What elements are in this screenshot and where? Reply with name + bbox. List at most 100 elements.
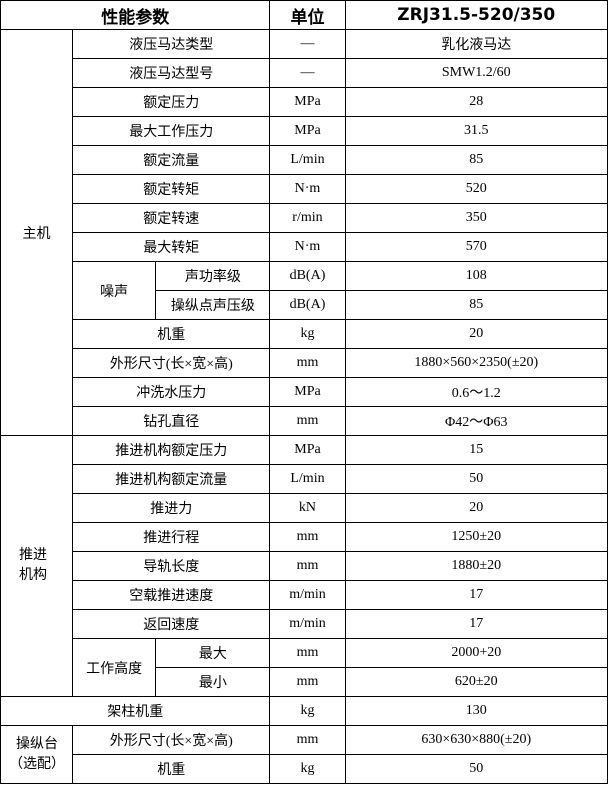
unit-cell: mm [269,522,346,552]
param-name: 操纵点声压级 [155,290,271,320]
unit-cell: mm [269,725,346,755]
table-row: 液压马达型号 — SMW1.2/60 [1,58,609,88]
param-name: 推进机构额定压力 [72,435,271,465]
param-name: 最大工作压力 [72,116,271,146]
value-cell: 85 [344,145,609,175]
table-row: 推进机构 推进机构额定压力 MPa 15 [0,435,609,697]
param-name: 导轨长度 [72,551,271,581]
param-name: 最小 [155,667,271,697]
param-name: 返回速度 [72,609,271,639]
value-cell: 15 [344,435,609,465]
group-label-console: 操纵台（选配） [0,725,74,784]
unit-cell: mm [269,667,346,697]
param-name: 推进力 [72,493,271,523]
param-name: 最大 [155,638,271,668]
subgroup-label-noise: 噪声 [72,261,157,320]
value-cell: 630×630×880(±20) [344,725,609,755]
table-row: 推进力 kN 20 [1,493,609,523]
value-cell: 0.6～1.2 [344,377,609,407]
value-cell: 28 [344,87,609,117]
unit-cell: kN [269,493,346,523]
param-name: 推进机构额定流量 [72,464,271,494]
param-name: 机重 [72,754,271,784]
subgroup-label-height: 工作高度 [72,638,157,697]
param-name: 额定转速 [72,203,271,233]
table-row: 额定压力 MPa 28 [1,87,609,117]
unit-cell: — [269,29,346,59]
table-row: 操纵台（选配） 外形尺寸(长×宽×高) mm 630×630×880(±20) [0,725,609,784]
unit-cell: mm [269,406,346,436]
value-cell: 17 [344,580,609,610]
unit-cell: MPa [269,87,346,117]
unit-cell: MPa [269,377,346,407]
param-name: 推进行程 [72,522,271,552]
value-cell: 570 [344,232,609,262]
param-name: 空载推进速度 [72,580,271,610]
param-name: 额定流量 [72,145,271,175]
table-row: 空载推进速度 m/min 17 [1,580,609,610]
header-row: 性能参数 单位 ZRJ31.5-520/350 [0,0,609,30]
value-cell: 2000+20 [344,638,609,668]
group-label-console-text: 操纵台（选配） [9,736,65,772]
param-name: 液压马达型号 [72,58,271,88]
param-name: 钻孔直径 [72,406,271,436]
table-row: 最大转矩 N·m 570 [1,232,609,262]
table-row: 返回速度 m/min 17 [1,609,609,639]
value-cell: 1250±20 [344,522,609,552]
value-cell: 50 [344,464,609,494]
value-cell: SMW1.2/60 [344,58,609,88]
table-row: 推进机构额定流量 L/min 50 [1,464,609,494]
table-row: 工作高度 最大 mm 2000+20 [1,638,609,697]
unit-cell: dB(A) [269,261,346,291]
unit-cell: MPa [269,435,346,465]
unit-cell: MPa [269,116,346,146]
value-cell: 20 [344,319,609,349]
table-row: 导轨长度 mm 1880±20 [1,551,609,581]
param-name: 架柱机重 [0,696,271,726]
table-row: 钻孔直径 mm Φ42～Φ63 [1,406,609,436]
header-model: ZRJ31.5-520/350 [344,0,609,30]
value-cell: Φ42～Φ63 [344,406,609,436]
unit-cell: m/min [269,609,346,639]
value-cell: 31.5 [344,116,609,146]
param-name: 最大转矩 [72,232,271,262]
group-label-feed-text: 推进机构 [19,548,47,583]
unit-cell: N·m [269,174,346,204]
unit-cell: L/min [269,145,346,175]
table-row: 最小 mm 620±20 [1,667,609,697]
value-cell: 1880±20 [344,551,609,581]
table-row: 主机 液压马达类型 — 乳化液马达 [0,29,609,436]
unit-cell: kg [269,696,346,726]
group-label-feed: 推进机构 [0,435,74,697]
header-unit: 单位 [269,0,346,30]
unit-cell: N·m [269,232,346,262]
table-row: 噪声 声功率级 dB(A) 108 [1,261,609,320]
table-row: 架柱机重 kg 130 [0,696,609,726]
value-cell: 1880×560×2350(±20) [344,348,609,378]
table-row: 最大工作压力 MPa 31.5 [1,116,609,146]
table-row: 冲洗水压力 MPa 0.6～1.2 [1,377,609,407]
value-cell: 50 [344,754,609,784]
table-row: 外形尺寸(长×宽×高) mm 1880×560×2350(±20) [1,348,609,378]
param-name: 声功率级 [155,261,271,291]
value-cell: 20 [344,493,609,523]
value-cell: 85 [344,290,609,320]
value-cell: 520 [344,174,609,204]
unit-cell: mm [269,551,346,581]
param-name: 额定转矩 [72,174,271,204]
value-cell: 350 [344,203,609,233]
param-name: 外形尺寸(长×宽×高) [72,725,271,755]
param-name: 液压马达类型 [72,29,271,59]
header-param: 性能参数 [0,0,271,30]
table-row: 推进行程 mm 1250±20 [1,522,609,552]
value-cell: 130 [344,696,609,726]
value-cell: 620±20 [344,667,609,697]
unit-cell: — [269,58,346,88]
value-cell: 108 [344,261,609,291]
group-label-main: 主机 [0,29,74,436]
unit-cell: r/min [269,203,346,233]
value-cell: 17 [344,609,609,639]
table-row: 机重 kg 20 [1,319,609,349]
table-row: 额定转矩 N·m 520 [1,174,609,204]
